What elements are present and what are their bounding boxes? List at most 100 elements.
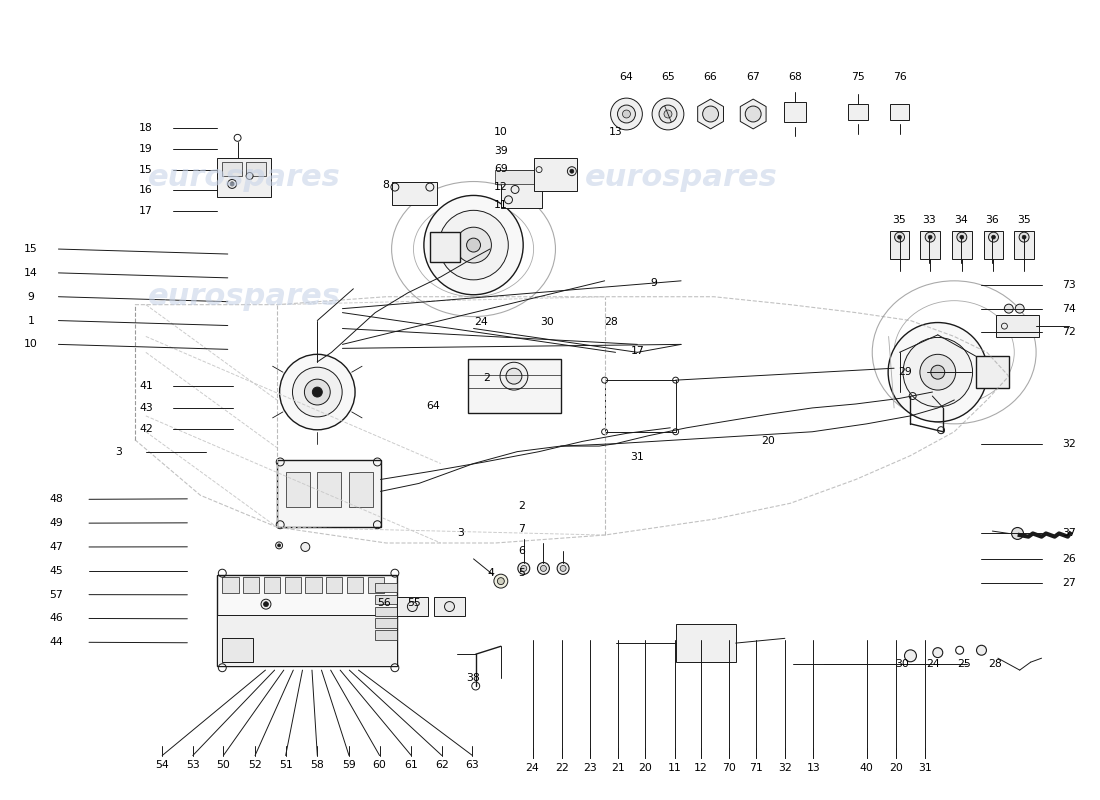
Polygon shape <box>740 99 766 129</box>
Text: 53: 53 <box>186 761 200 770</box>
Circle shape <box>1015 304 1024 313</box>
Bar <box>500 170 542 208</box>
Circle shape <box>512 186 519 194</box>
Text: 60: 60 <box>373 761 386 770</box>
Text: 20: 20 <box>761 436 776 446</box>
Bar <box>375 630 397 640</box>
Bar <box>996 315 1040 338</box>
Bar <box>534 158 578 191</box>
Text: eurospares: eurospares <box>147 282 341 311</box>
Text: 32: 32 <box>778 763 792 773</box>
Text: 50: 50 <box>217 761 230 770</box>
Text: 76: 76 <box>893 72 906 82</box>
Text: 33: 33 <box>922 214 936 225</box>
Text: 4: 4 <box>487 568 495 578</box>
Circle shape <box>455 227 492 263</box>
Bar <box>434 597 465 616</box>
Bar <box>349 471 373 507</box>
Text: 10: 10 <box>494 127 508 138</box>
Circle shape <box>230 182 234 186</box>
Text: 35: 35 <box>1018 214 1031 225</box>
Text: 63: 63 <box>465 761 480 770</box>
Circle shape <box>246 173 253 179</box>
Text: 64: 64 <box>619 72 634 82</box>
Text: 48: 48 <box>50 494 63 504</box>
Text: 11: 11 <box>668 763 681 773</box>
Bar <box>222 638 253 662</box>
Text: 20: 20 <box>889 763 903 773</box>
Circle shape <box>497 578 504 585</box>
Circle shape <box>570 170 574 173</box>
Text: 18: 18 <box>139 123 153 134</box>
Circle shape <box>1004 304 1013 313</box>
Text: 39: 39 <box>494 146 508 155</box>
Text: 8: 8 <box>383 181 389 190</box>
Text: 14: 14 <box>24 268 38 278</box>
Text: 38: 38 <box>466 673 481 683</box>
Text: 28: 28 <box>604 317 618 327</box>
Text: 51: 51 <box>278 761 293 770</box>
Circle shape <box>703 106 718 122</box>
Text: 64: 64 <box>426 402 440 411</box>
Circle shape <box>407 602 417 611</box>
Text: 7: 7 <box>518 524 525 534</box>
Circle shape <box>560 566 566 571</box>
Circle shape <box>1019 232 1030 242</box>
Text: 1: 1 <box>28 315 34 326</box>
Circle shape <box>518 562 530 574</box>
Text: 72: 72 <box>1062 327 1076 338</box>
Circle shape <box>664 110 672 118</box>
Circle shape <box>568 166 576 176</box>
Bar <box>222 162 242 176</box>
Text: 24: 24 <box>474 317 488 327</box>
Circle shape <box>933 648 943 658</box>
Text: 9: 9 <box>650 278 657 288</box>
Circle shape <box>261 599 271 609</box>
Text: 12: 12 <box>694 763 707 773</box>
Bar <box>430 231 461 262</box>
Text: 59: 59 <box>342 761 356 770</box>
Bar <box>277 459 381 527</box>
Bar <box>326 577 342 593</box>
Bar <box>285 577 301 593</box>
Text: 42: 42 <box>139 424 153 434</box>
Text: 12: 12 <box>494 182 508 192</box>
Circle shape <box>439 210 508 280</box>
Text: 17: 17 <box>139 206 153 216</box>
Circle shape <box>977 646 987 655</box>
Circle shape <box>659 105 676 123</box>
Text: 37: 37 <box>1062 529 1076 538</box>
Text: 24: 24 <box>926 658 940 669</box>
Text: 36: 36 <box>986 214 999 225</box>
Circle shape <box>466 238 481 252</box>
Circle shape <box>279 354 355 430</box>
Bar <box>983 231 1003 259</box>
Text: 32: 32 <box>1062 438 1076 449</box>
Bar <box>890 231 910 259</box>
Circle shape <box>424 195 524 294</box>
Circle shape <box>293 367 342 417</box>
Text: 26: 26 <box>1062 554 1076 564</box>
Text: 2: 2 <box>483 373 491 382</box>
Bar <box>375 618 397 628</box>
Text: 40: 40 <box>860 763 873 773</box>
Text: 20: 20 <box>638 763 652 773</box>
Text: 29: 29 <box>898 367 912 377</box>
Bar <box>890 104 910 120</box>
Circle shape <box>623 110 630 118</box>
Text: 41: 41 <box>139 382 153 391</box>
Bar <box>469 358 561 413</box>
Text: 3: 3 <box>456 529 464 538</box>
Text: 62: 62 <box>434 761 449 770</box>
Bar <box>952 231 971 259</box>
Circle shape <box>538 562 549 574</box>
Circle shape <box>300 542 310 551</box>
Circle shape <box>617 105 636 123</box>
Circle shape <box>928 235 932 239</box>
Bar <box>286 471 310 507</box>
Bar <box>1014 231 1034 259</box>
Text: 5: 5 <box>518 568 525 578</box>
Circle shape <box>494 574 508 588</box>
Text: 57: 57 <box>50 590 63 600</box>
Bar <box>976 356 1009 388</box>
